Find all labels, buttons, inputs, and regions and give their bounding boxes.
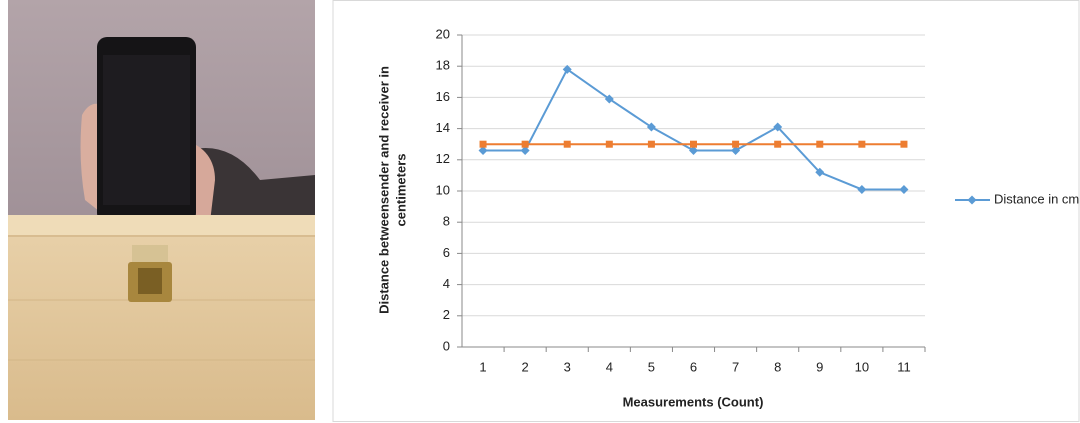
point (605, 140, 613, 148)
x-tick-label: 3 (564, 359, 571, 374)
point (815, 167, 825, 177)
x-tick-label: 9 (816, 359, 823, 374)
y-tick-label: 6 (443, 245, 450, 260)
y-tick-label: 10 (436, 182, 450, 197)
point (604, 94, 614, 104)
point (857, 184, 867, 194)
x-tick-label: 4 (606, 359, 613, 374)
point (647, 140, 655, 148)
y-tick-label: 2 (443, 307, 450, 322)
legend-label: Distance in cm (994, 191, 1079, 206)
y-axis-title: centimeters (393, 154, 408, 227)
point (562, 64, 572, 74)
point (478, 145, 488, 155)
photo (8, 0, 315, 420)
point (689, 145, 698, 155)
x-tick-label: 8 (774, 359, 781, 374)
y-tick-label: 18 (436, 58, 450, 73)
point (774, 140, 782, 148)
x-axis-title: Measurements (Count) (623, 394, 764, 409)
point (900, 140, 908, 148)
x-tick-label: 7 (732, 359, 739, 374)
chart: Measurements (Count) Distance betweensen… (376, 26, 1079, 409)
point (520, 145, 530, 155)
point (563, 140, 571, 148)
x-tick-label: 6 (690, 359, 697, 374)
point (816, 140, 824, 148)
chart-frame (332, 0, 1080, 422)
y-tick-label: 12 (436, 151, 450, 166)
point (690, 140, 697, 148)
x-tick-label: 1 (479, 359, 486, 374)
point (858, 140, 866, 148)
point (773, 122, 783, 132)
point (731, 145, 741, 155)
x-tick-label: 11 (897, 359, 911, 374)
y-tick-label: 20 (436, 26, 450, 41)
y-tick-label: 14 (436, 120, 450, 135)
point (732, 140, 740, 148)
x-tick-label: 2 (522, 359, 529, 374)
y-axis-title: Distance betweensender and receiver in (376, 66, 391, 314)
y-tick-label: 16 (436, 89, 450, 104)
y-tick-label: 0 (443, 338, 450, 353)
x-tick-label: 10 (855, 359, 869, 374)
point (899, 184, 909, 194)
point (646, 122, 656, 132)
point (967, 195, 977, 205)
y-tick-label: 4 (443, 276, 450, 291)
x-tick-label: 5 (648, 359, 655, 374)
point (479, 140, 487, 148)
y-tick-label: 8 (443, 214, 450, 229)
point (521, 140, 529, 148)
